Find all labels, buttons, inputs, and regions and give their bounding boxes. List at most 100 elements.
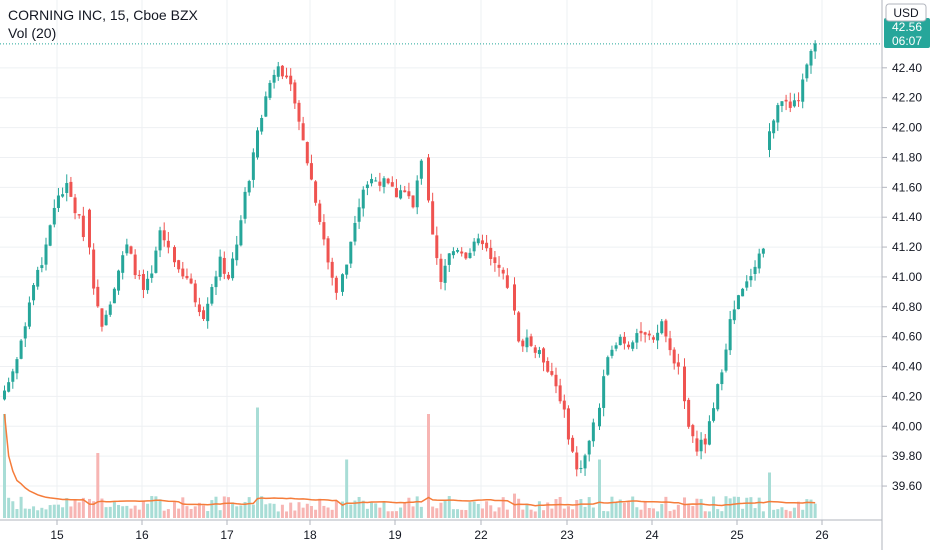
candle-body [206, 303, 210, 322]
volume-bar [185, 506, 189, 518]
volume-bar [647, 508, 651, 518]
candle-body [550, 371, 554, 375]
candle-body [394, 188, 398, 198]
price-tick-label: 41.80 [892, 150, 922, 164]
volume-bar [129, 508, 133, 518]
candle-body [805, 64, 809, 79]
price-tick-label: 41.20 [892, 240, 922, 254]
currency-badge[interactable]: USD [885, 3, 927, 22]
symbol-title[interactable]: CORNING INC, 15, Cboe BZX [8, 7, 198, 23]
candle-body [334, 277, 338, 293]
time-tick-label: 22 [474, 528, 488, 542]
candle-body [513, 284, 516, 311]
candle-body [154, 250, 158, 273]
price-axis[interactable]: 42.40 42.20 42.00 41.80 41.60 41.40 41.20 41.00… [882, 61, 922, 493]
volume-bar [334, 500, 338, 518]
candle-body [716, 384, 720, 410]
candle-body [173, 247, 176, 263]
chart-legend: CORNING INC, 15, Cboe BZX Vol (20) [8, 6, 198, 42]
candle-body [357, 207, 361, 222]
volume-bar [676, 504, 680, 518]
candle-body [285, 75, 289, 78]
candle-body [537, 350, 541, 355]
volume-bar [792, 507, 796, 518]
price-tick-label: 41.60 [892, 180, 922, 194]
candle-body [554, 374, 558, 387]
volume-bar [390, 511, 394, 518]
candle-body [668, 338, 672, 351]
candle-body [297, 102, 301, 122]
volume-bar [121, 506, 125, 518]
volume-bar [19, 496, 23, 518]
volume-bar [77, 502, 81, 518]
volume-bar [125, 505, 129, 518]
candle-body [374, 180, 378, 182]
candle-body [691, 425, 695, 437]
candle-body [411, 195, 415, 208]
candle-body [214, 276, 218, 288]
volume-bar [92, 501, 96, 518]
candle-body [202, 310, 206, 320]
volume-bar [289, 502, 293, 518]
volume-bar [181, 497, 185, 518]
volume-bar [44, 509, 48, 518]
volume-bar [260, 496, 264, 518]
candle-body [210, 287, 214, 304]
candle-body [378, 181, 382, 186]
volume-bar [550, 508, 554, 518]
volume-bar [27, 508, 31, 518]
price-tick-label: 40.60 [892, 330, 922, 344]
volume-bar [513, 493, 516, 518]
volume-bar [627, 501, 631, 518]
volume-bar [745, 497, 749, 518]
candle-body [427, 157, 430, 201]
volume-bar [361, 500, 365, 518]
candle-body [562, 400, 566, 410]
candle-body [390, 182, 394, 187]
candle-body [472, 241, 476, 252]
volume-bar [724, 496, 728, 518]
volume-bar [318, 498, 322, 518]
volume-bar [566, 506, 570, 518]
volume-bar [370, 501, 374, 518]
candle-body [591, 422, 595, 442]
volume-bar [635, 507, 639, 518]
volume-bar [741, 508, 745, 518]
volume-bar [276, 511, 280, 518]
volume-indicator-label[interactable]: Vol (20) [8, 25, 57, 41]
candle-body [757, 253, 761, 269]
candle-body [56, 195, 60, 208]
candle-body [533, 347, 537, 353]
volume-bar [614, 501, 618, 518]
candle-body [235, 244, 239, 261]
candle-body [52, 207, 56, 225]
volume-bar [476, 503, 480, 518]
volume-bar [374, 503, 378, 518]
volume-bar [293, 510, 297, 518]
volume-bar [365, 508, 369, 518]
volume-bar [579, 499, 583, 518]
candle-body [104, 314, 108, 326]
volume-bar [415, 496, 419, 518]
candle-body [280, 65, 284, 77]
volume-bar [206, 511, 210, 518]
volume-bar [720, 511, 724, 518]
candle-body [776, 105, 780, 123]
time-tick-label: 19 [388, 528, 402, 542]
time-tick-label: 24 [645, 528, 659, 542]
price-tick-label: 40.20 [892, 389, 922, 403]
candle-body [505, 275, 509, 288]
candle-body [247, 181, 251, 193]
volume-bar [394, 511, 398, 518]
candle-body [77, 214, 81, 216]
volume-bar [133, 505, 137, 518]
time-axis[interactable]: 15 16 17 18 19 22 23 24 25 26 [50, 520, 829, 542]
volume-bar [485, 501, 489, 518]
candle-body [415, 180, 419, 208]
candle-body [656, 332, 660, 341]
candle-body [81, 215, 85, 238]
volume-bar [235, 506, 239, 518]
volume-bar [439, 502, 443, 518]
candle-body [443, 265, 447, 283]
